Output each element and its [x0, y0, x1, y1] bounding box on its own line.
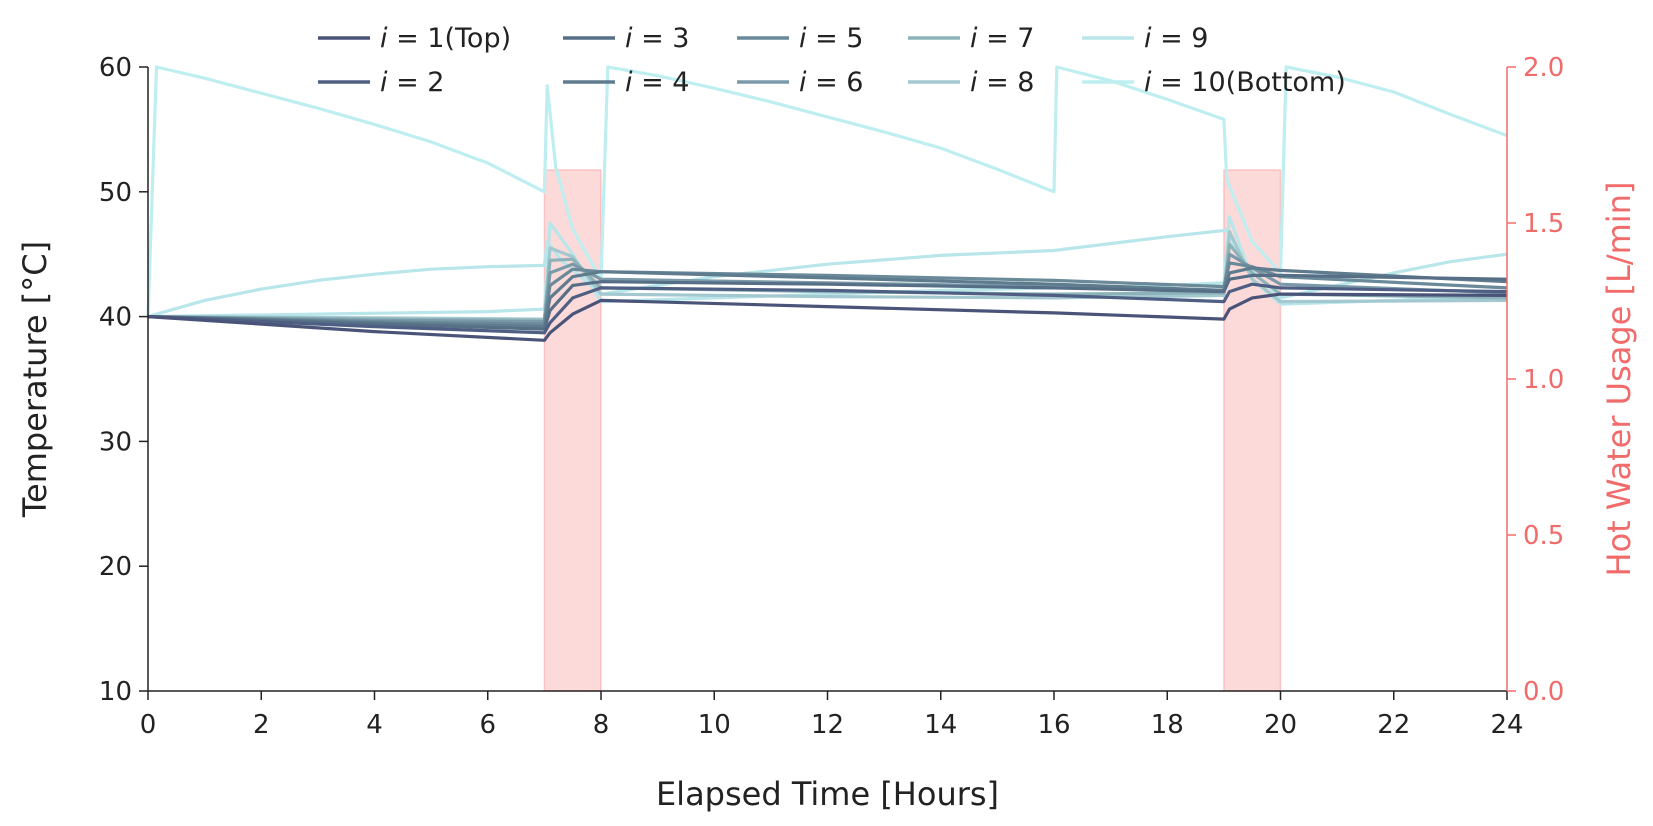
y2-tick-label: 2.0	[1523, 53, 1564, 83]
x-tick-label: 2	[253, 710, 270, 740]
series-line-2	[147, 282, 1508, 335]
x-tick-label: 16	[1037, 710, 1070, 740]
series-line-1	[147, 292, 1508, 342]
y2-tick-label: 1.5	[1523, 209, 1564, 239]
legend-label-10: i = 10(Bottom)	[1144, 67, 1346, 98]
x-tick-label: 12	[811, 710, 844, 740]
legend-label-2: i = 2	[380, 67, 444, 98]
y-tick-label: 30	[99, 427, 132, 457]
x-tick-label: 22	[1377, 710, 1410, 740]
legend-label-9: i = 9	[1144, 23, 1208, 54]
y2-tick-label: 0.0	[1523, 677, 1564, 707]
y-tick-label: 10	[99, 677, 132, 707]
y-tick-label: 40	[99, 303, 132, 333]
usage-bars	[543, 169, 1282, 692]
legend-label-6: i = 6	[799, 67, 863, 98]
x-tick-label: 10	[698, 710, 731, 740]
series-lines	[146, 65, 1508, 342]
x-tick-label: 8	[593, 710, 610, 740]
y2-tick-label: 1.0	[1523, 365, 1564, 395]
series-line-10	[146, 65, 1508, 317]
legend-label-3: i = 3	[625, 23, 689, 54]
series-line-3	[147, 273, 1508, 331]
x-tick-label: 24	[1490, 710, 1523, 740]
y2-axis-title: Hot Water Usage [L/min]	[1600, 182, 1638, 577]
x-tick-label: 20	[1264, 710, 1297, 740]
y-axis-title: Temperature [°C]	[16, 241, 54, 518]
legend-label-5: i = 5	[799, 23, 863, 54]
x-axis-title: Elapsed Time [Hours]	[656, 775, 999, 813]
x-tick-label: 18	[1151, 710, 1184, 740]
axes: 0 2 4 6 8 10 12 14 16 18 20 22 241020304050600.00.51…	[99, 53, 1564, 740]
y-tick-label: 60	[99, 53, 132, 83]
legend-label-7: i = 7	[970, 23, 1034, 54]
y-tick-label: 20	[99, 552, 132, 582]
x-tick-label: 0	[140, 710, 157, 740]
legend: i = 1(Top) i = 2 i = 3 i = 4 i = 5 i = 6 i = 7…	[318, 23, 1346, 98]
x-tick-label: 14	[924, 710, 957, 740]
legend-label-8: i = 8	[970, 67, 1034, 98]
legend-label-1: i = 1(Top)	[380, 23, 511, 54]
y2-tick-label: 0.5	[1523, 521, 1564, 551]
y-tick-label: 50	[99, 178, 132, 208]
legend-label-4: i = 4	[625, 67, 689, 98]
x-tick-label: 4	[366, 710, 383, 740]
x-tick-label: 6	[479, 710, 496, 740]
